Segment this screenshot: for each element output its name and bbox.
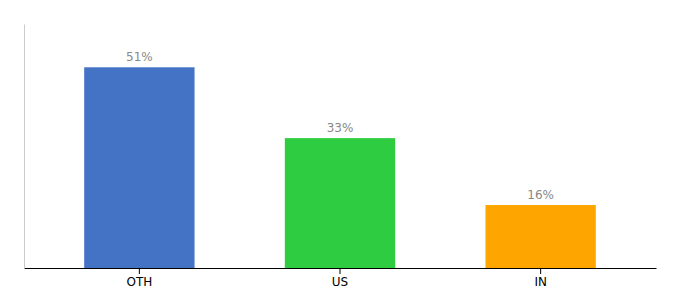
x-tick: US: [332, 268, 348, 289]
x-tick: OTH: [126, 268, 152, 289]
x-tick-mark: [540, 268, 541, 274]
bars: [84, 67, 596, 268]
chart: 51% 33% 16% OTH US IN: [0, 0, 680, 300]
data-labels: 51% 33% 16%: [126, 50, 554, 202]
x-axis: OTH US IN: [25, 268, 657, 289]
bar: [285, 138, 395, 268]
data-label: 51%: [126, 50, 153, 64]
x-tick-mark: [340, 268, 341, 274]
x-tick-label: OTH: [126, 275, 152, 289]
y-axis: [24, 25, 25, 269]
x-tick-label: US: [332, 275, 348, 289]
x-tick-mark: [139, 268, 140, 274]
bar: [485, 205, 595, 268]
data-label: 16%: [527, 188, 554, 202]
y-axis-line: [24, 25, 25, 269]
data-label: 33%: [327, 121, 354, 135]
x-tick: IN: [534, 268, 547, 289]
x-tick-label: IN: [534, 275, 547, 289]
bar: [84, 67, 194, 268]
plot: 51% 33% 16% OTH US IN: [25, 25, 657, 289]
